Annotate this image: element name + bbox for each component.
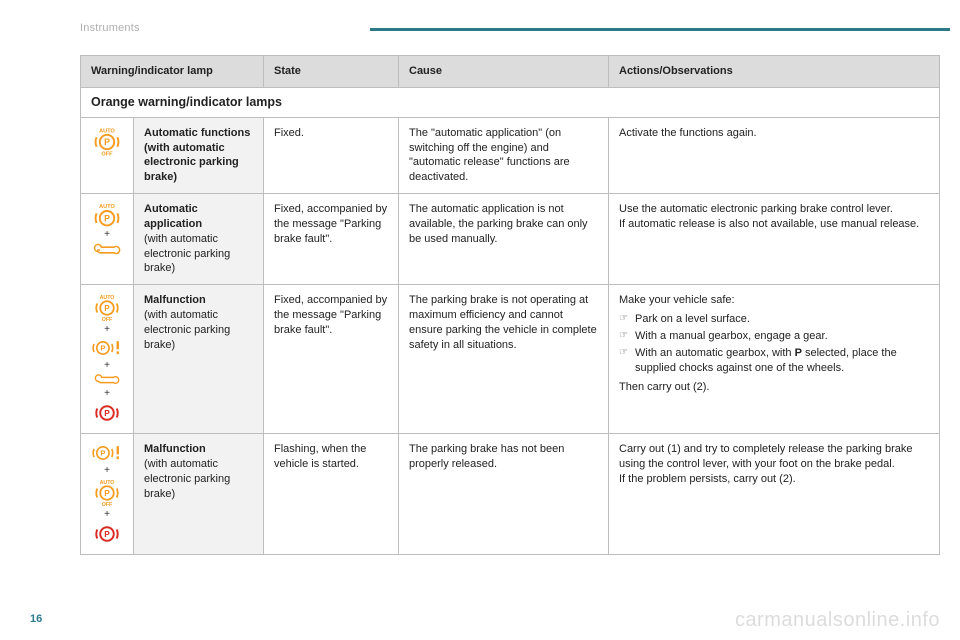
auto-p-off-icon: AUTO P OFF xyxy=(92,293,122,323)
table-header-row: Warning/indicator lamp State Cause Actio… xyxy=(81,56,940,88)
state-cell: Flashing, when the vehicle is started. xyxy=(264,434,399,555)
actions-cell: Make your vehicle safe: Park on a level … xyxy=(609,285,940,434)
svg-text:OFF: OFF xyxy=(101,151,113,157)
actions-item: With a manual gearbox, engage a gear. xyxy=(619,329,929,344)
actions-cell: Activate the functions again. xyxy=(609,117,940,193)
actions-item: Park on a level surface. xyxy=(619,312,929,327)
row-name-bold: Automatic functions (with automatic elec… xyxy=(144,127,250,184)
p-red-icon: P xyxy=(92,522,122,546)
icon-cell: AUTO P OFF + P xyxy=(81,285,134,434)
cause-cell: The automatic application is not availab… xyxy=(399,194,609,285)
svg-text:P: P xyxy=(104,304,110,313)
actions-lead: Make your vehicle safe: xyxy=(619,293,929,308)
actions-cell: Use the automatic electronic parking bra… xyxy=(609,194,940,285)
plus-icon: + xyxy=(104,361,110,371)
icon-cell: P + AUTO P OFF + xyxy=(81,434,134,555)
table-row: AUTO P OFF Automatic functions (with aut… xyxy=(81,117,940,193)
plus-icon: + xyxy=(104,389,110,399)
section-title: Orange warning/indicator lamps xyxy=(81,87,940,117)
table-row: AUTO P + Automatic application (with aut… xyxy=(81,194,940,285)
svg-text:P: P xyxy=(104,489,110,498)
state-cell: Fixed, accompanied by the message "Parki… xyxy=(264,285,399,434)
table-row: AUTO P OFF + P xyxy=(81,285,940,434)
th-lamp: Warning/indicator lamp xyxy=(81,56,264,88)
plus-icon: + xyxy=(104,510,110,520)
section-label: Instruments xyxy=(80,22,140,34)
row-name-bold: Malfunction xyxy=(144,443,206,455)
name-cell: Malfunction (with automatic electronic p… xyxy=(134,285,264,434)
svg-text:P: P xyxy=(104,530,110,539)
row-name-bold: Automatic application xyxy=(144,203,202,230)
svg-text:OFF: OFF xyxy=(102,502,113,508)
table-row: P + AUTO P OFF + xyxy=(81,434,940,555)
cause-cell: The parking brake is not operating at ma… xyxy=(399,285,609,434)
svg-text:OFF: OFF xyxy=(102,317,113,323)
svg-text:P: P xyxy=(104,137,110,147)
watermark: carmanualsonline.info xyxy=(735,609,940,632)
p-red-icon: P xyxy=(92,401,122,425)
th-actions: Actions/Observations xyxy=(609,56,940,88)
svg-text:AUTO: AUTO xyxy=(100,295,115,301)
row-name-bold: Malfunction xyxy=(144,294,206,306)
svg-text:P: P xyxy=(100,344,105,353)
section-title-row: Orange warning/indicator lamps xyxy=(81,87,940,117)
plus-icon: + xyxy=(104,325,110,335)
name-cell: Malfunction (with automatic electronic p… xyxy=(134,434,264,555)
plus-icon: + xyxy=(104,466,110,476)
auto-p-icon: AUTO P xyxy=(91,202,123,228)
row-name-rest: (with automatic electronic parking brake… xyxy=(144,458,230,500)
svg-text:AUTO: AUTO xyxy=(99,128,115,134)
cause-cell: The parking brake has not been properly … xyxy=(399,434,609,555)
row-name-rest: (with automatic electronic parking brake… xyxy=(144,309,230,351)
state-cell: Fixed, accompanied by the message "Parki… xyxy=(264,194,399,285)
auto-p-off-icon: AUTO P OFF xyxy=(91,126,123,158)
p-warning-icon: P xyxy=(92,337,122,359)
svg-text:AUTO: AUTO xyxy=(100,480,115,486)
svg-text:AUTO: AUTO xyxy=(99,204,115,210)
plus-icon: + xyxy=(104,230,110,240)
actions-list: Park on a level surface. With a manual g… xyxy=(619,312,929,375)
row-name-rest: (with automatic electronic parking brake… xyxy=(144,233,230,275)
icon-cell: AUTO P + xyxy=(81,194,134,285)
wrench-icon xyxy=(94,373,120,387)
cause-cell: The "automatic application" (on switchin… xyxy=(399,117,609,193)
header-rule xyxy=(370,28,950,31)
svg-text:P: P xyxy=(104,213,110,223)
svg-text:P: P xyxy=(100,449,105,458)
th-state: State xyxy=(264,56,399,88)
name-cell: Automatic functions (with automatic elec… xyxy=(134,117,264,193)
p-warning-icon: P xyxy=(92,442,122,464)
warning-lamp-table: Warning/indicator lamp State Cause Actio… xyxy=(80,55,940,555)
name-cell: Automatic application (with automatic el… xyxy=(134,194,264,285)
wrench-icon xyxy=(93,242,121,258)
actions-cell: Carry out (1) and try to completely rele… xyxy=(609,434,940,555)
actions-item: With an automatic gearbox, with P select… xyxy=(619,346,929,376)
th-cause: Cause xyxy=(399,56,609,88)
actions-tail: Then carry out (2). xyxy=(619,380,929,395)
auto-p-off-icon: AUTO P OFF xyxy=(92,478,122,508)
page-number: 16 xyxy=(30,613,42,625)
svg-text:P: P xyxy=(104,409,110,418)
icon-cell: AUTO P OFF xyxy=(81,117,134,193)
state-cell: Fixed. xyxy=(264,117,399,193)
